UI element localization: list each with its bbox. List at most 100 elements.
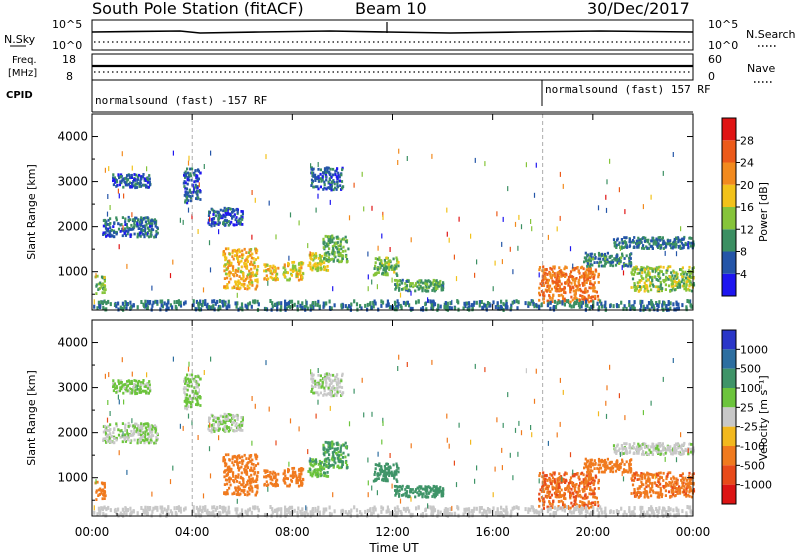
velocity-cell [299,469,303,473]
velocity-cell [585,481,588,485]
velocity-cell [589,470,592,474]
power-cell [347,247,350,251]
power-cell [650,239,653,243]
power-noise-cell [123,193,125,199]
velocity-cell [332,453,335,456]
velocity-cell [589,505,593,509]
velocity-cell [374,467,377,471]
velocity-cell [593,467,596,470]
power-cell [647,273,650,277]
power-noise-cell [209,216,211,222]
power-cell [155,230,158,233]
velocity-cell [597,481,600,485]
power-cell [232,269,235,272]
velocity-cell [183,391,186,394]
power-cell [532,301,535,306]
velocity-cell [314,471,317,475]
power-cell [685,307,688,312]
power-cell [585,299,588,304]
velocity-cell [237,464,240,468]
power-cell [592,300,595,305]
power-cell [245,251,248,254]
power-cell [681,246,684,250]
velocity-cell [542,471,545,475]
velocity-cell [340,453,343,457]
power-cell [496,301,499,306]
velocity-cell [646,446,649,450]
power-cell [188,178,191,182]
velocity-cell [235,426,239,429]
power-cell [395,266,398,270]
velocity-cell [113,441,116,445]
velocity-cell [650,445,653,449]
velocity-cell [321,382,324,385]
power-cell [135,186,139,189]
velocity-cell [290,480,293,483]
power-cell [93,304,96,309]
power-cell [133,173,136,176]
velocity-cell [441,494,445,498]
power-cell [660,245,663,249]
velocity-cell [296,478,299,482]
velocity-cell [226,472,230,475]
power-cell [546,289,549,293]
power-noise-cell [376,284,378,290]
velocity-cell [586,483,590,487]
power-cell [185,190,188,194]
power-noise-cell [621,265,623,271]
power-cell [589,279,592,283]
power-cell [322,301,325,306]
power-cell [606,260,610,264]
velocity-cell [246,493,249,497]
velocity-cell [583,494,587,498]
power-noise-cell [446,231,448,237]
velocity-cell [310,463,313,467]
power-cell [424,302,427,307]
power-cell [662,239,665,243]
velocity-cell [678,451,682,455]
power-cell [185,192,189,196]
power-cell [612,304,615,309]
velocity-cell [148,386,151,390]
velocity-cell [249,488,252,492]
power-cell [252,274,255,278]
velocity-cell [213,430,216,433]
power-cell [322,242,325,246]
power-cell [341,303,345,308]
velocity-cell [405,491,408,495]
power-cell [684,270,687,274]
power-cell [445,304,448,309]
power-cell [216,299,219,304]
power-cell [341,186,344,190]
power-cell [407,280,410,283]
power-noise-cell [650,194,652,200]
velocity-cell [321,384,324,388]
power-cell [184,176,187,179]
power-cell [400,288,404,291]
velocity-cell [214,427,217,431]
power-cell [596,301,599,306]
power-cell [591,272,594,276]
velocity-cell [138,426,142,430]
power-cell [638,271,641,275]
power-cell [677,302,680,307]
velocity-cell [232,421,235,424]
power-cell [335,245,338,249]
velocity-cell [130,434,133,437]
power-cell [179,303,183,308]
power-cell [136,175,140,179]
velocity-cell [341,392,344,396]
power-cell [667,278,670,281]
velocity-cell [336,383,339,387]
power-cell [473,300,476,305]
velocity-cell [139,385,142,389]
power-cell [245,257,248,261]
velocity-cell [188,384,191,388]
velocity-cell [284,474,287,478]
power-cell [611,260,615,264]
velocity-cell [219,414,222,418]
power-cell [338,179,342,183]
velocity-cell [558,494,561,498]
velocity-cell [585,474,588,478]
power-cell [386,272,389,275]
